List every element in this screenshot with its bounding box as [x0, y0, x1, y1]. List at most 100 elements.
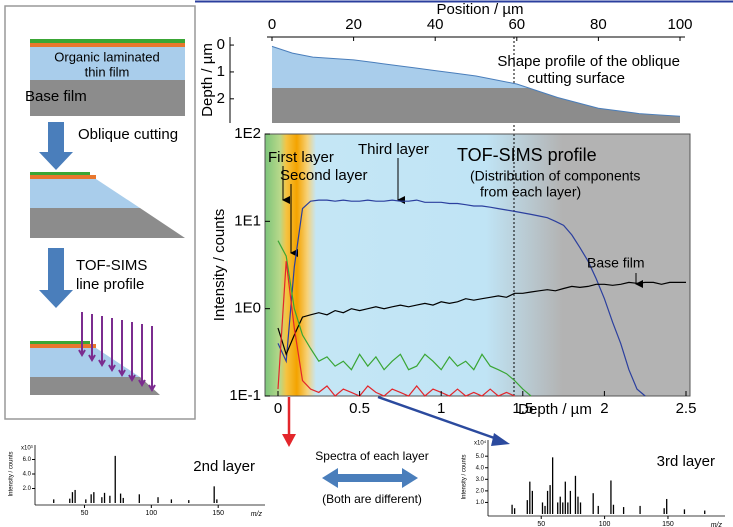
- x-tick-label: 0: [268, 16, 276, 33]
- series-line: [277, 281, 686, 357]
- x-tick-label: 50: [537, 521, 545, 527]
- x-tick-label: 80: [590, 16, 607, 33]
- x-tick-label: 1: [437, 400, 445, 417]
- x-tick-label: 100: [145, 510, 157, 517]
- base-label: Base film: [25, 88, 87, 105]
- y-tick-label: 4.0: [23, 472, 32, 478]
- annotation: Second layer: [280, 167, 368, 184]
- process-diagram: Organic laminated thin film Base film Ob…: [4, 5, 196, 420]
- layer-green: [30, 172, 90, 175]
- probe-arrows: [78, 312, 156, 392]
- layer-film: [30, 179, 140, 208]
- y-tick-label: 0: [217, 36, 225, 53]
- film-label: thin film: [85, 64, 130, 79]
- probe-arrowhead: [138, 379, 146, 387]
- layer-film: [30, 47, 185, 80]
- y-tick-label: 6.0: [23, 457, 32, 463]
- x-tick-label: 150: [212, 510, 224, 517]
- x-tick-label: 0.5: [349, 400, 370, 417]
- annotation: cutting surface: [527, 70, 625, 87]
- step-label: TOF-SIMS: [76, 257, 147, 274]
- step-label: line profile: [76, 276, 144, 293]
- x-tick-label: 100: [667, 16, 692, 33]
- x-tick-label: 2: [600, 400, 608, 417]
- probe-arrowhead: [88, 354, 96, 362]
- layer-base: [30, 377, 185, 395]
- y-tick-label: 2: [217, 90, 225, 107]
- chart-title: TOF-SIMS profile: [457, 145, 597, 165]
- chart-subtitle: from each layer): [480, 184, 581, 200]
- x-tick-label: 40: [427, 16, 444, 33]
- step-arrow: [39, 122, 73, 170]
- y-tick-label: 1.0: [476, 500, 485, 506]
- x-tick-label: 0: [274, 400, 282, 417]
- base-region: [272, 88, 680, 123]
- annotation: Shape profile of the oblique: [497, 53, 680, 70]
- film-label: Organic laminated: [54, 49, 160, 64]
- x-tick-label: 150: [662, 521, 674, 527]
- series-line: [277, 199, 646, 397]
- layer-orange: [30, 175, 96, 179]
- x-axis-label: Depth / µm: [518, 401, 592, 418]
- layer-green: [30, 341, 90, 344]
- probe-arrowhead: [118, 369, 126, 377]
- annotation: First layer: [268, 149, 334, 166]
- blue-arrow: [377, 395, 501, 442]
- x-tick-label: 1.5: [512, 400, 533, 417]
- y-tick-label: 2.0: [23, 486, 32, 492]
- layer-orange: [30, 344, 96, 348]
- step-arrow: [39, 248, 73, 308]
- layer-green: [30, 39, 185, 43]
- x-tick-label: 50: [81, 510, 89, 517]
- y-multiplier: x10³: [21, 446, 33, 452]
- y-tick-label: 1E2: [234, 125, 261, 142]
- y-axis-label: Intensity / counts: [462, 454, 468, 499]
- spectrum-title: 2nd layer: [193, 458, 255, 475]
- probe-arrowhead: [148, 384, 156, 392]
- y-tick-label: 5.0: [476, 454, 485, 460]
- x-axis-label: m/z: [251, 511, 263, 518]
- x-tick-label: 20: [345, 16, 362, 33]
- blue-arrowhead: [491, 433, 510, 446]
- compare-arrow: [322, 468, 418, 488]
- y-axis-label: Depth / µm: [199, 43, 216, 117]
- x-axis-label: m/z: [711, 522, 723, 527]
- y-tick-label: 1E-1: [229, 387, 261, 404]
- annotation: Third layer: [358, 141, 429, 158]
- y-tick-label: 3.0: [476, 477, 485, 483]
- probe-arrowhead: [108, 364, 116, 372]
- profile-line: [271, 45, 681, 117]
- y-tick-label: 1E1: [234, 212, 261, 229]
- chart-subtitle: (Distribution of components: [470, 168, 640, 184]
- layer-regions: [265, 134, 690, 396]
- spectra-note: (Both are different): [322, 492, 422, 506]
- top-layer: [272, 43, 294, 46]
- layer-base: [30, 208, 185, 238]
- y-tick-label: 1: [217, 63, 225, 80]
- annotation: Base film: [587, 255, 645, 271]
- probe-arrowhead: [128, 374, 136, 382]
- x-tick-label: 100: [599, 521, 611, 527]
- x-tick-label: 2.5: [676, 400, 697, 417]
- red-arrowhead: [282, 434, 296, 447]
- y-tick-label: 2.0: [476, 488, 485, 494]
- layer-base: [30, 80, 185, 116]
- probe-arrowhead: [98, 359, 106, 367]
- y-tick-label: 1E0: [234, 300, 261, 317]
- layer-orange: [30, 43, 185, 47]
- y-axis-label: Intensity / counts: [211, 209, 228, 322]
- top-layer: [272, 41, 292, 43]
- spectrum-title: 3rd layer: [657, 453, 715, 470]
- plot-frame: [264, 133, 691, 397]
- y-tick-label: 4.0: [476, 465, 485, 471]
- x-tick-label: 60: [508, 16, 525, 33]
- series-line: [277, 261, 515, 397]
- spectra-caption: Spectra of each layer: [315, 449, 428, 463]
- x-axis-label: Position / µm: [436, 1, 523, 18]
- step-label: Oblique cutting: [78, 126, 178, 143]
- probe-arrowhead: [78, 349, 86, 357]
- y-multiplier: x10⁴: [474, 440, 487, 447]
- series-line: [277, 240, 532, 397]
